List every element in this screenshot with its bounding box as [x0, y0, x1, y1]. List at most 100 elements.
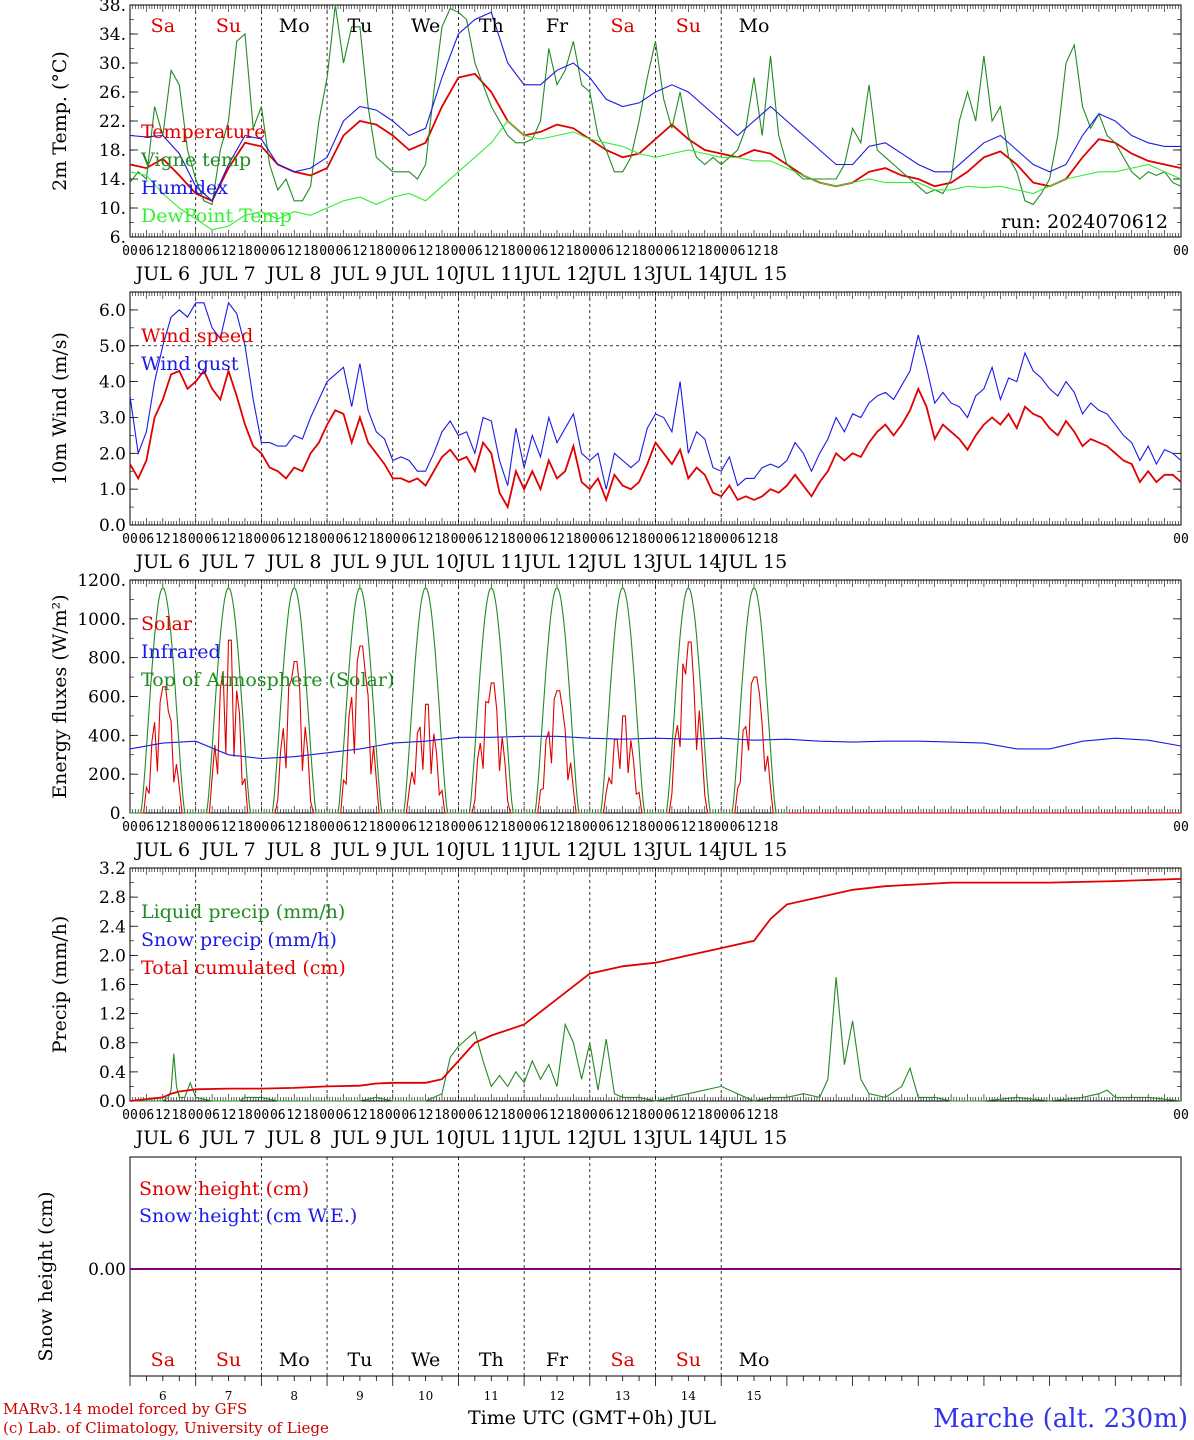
date-label: JUL 9: [331, 263, 387, 285]
hour-tick-label: 06: [664, 532, 680, 547]
hour-tick-label: 12: [418, 820, 434, 835]
y-tick-label: 2.0: [99, 444, 126, 464]
hour-tick-label: 18: [697, 1108, 713, 1123]
hour-tick-label: 00: [713, 820, 729, 835]
hour-tick-label: 12: [352, 1108, 368, 1123]
date-label: JUL 12: [522, 839, 590, 861]
y-tick-label: 0.8: [99, 1034, 126, 1054]
legend-entry: Liquid precip (mm/h): [141, 901, 345, 923]
hour-tick-label: 00: [451, 244, 467, 259]
panel-1: 6. 10. 14. 18. 22. 26. 30. 34. 38. 2m Temp. (°C) T…: [49, 0, 1189, 285]
weekday-label: Tu: [347, 15, 372, 37]
panel-3: 0. 200. 400. 600. 800. 1000. 1200. Energy fluxe…: [49, 571, 1189, 861]
hour-tick-label: 06: [401, 532, 417, 547]
series-line: [129, 367, 1182, 510]
y-tick-label: 2.0: [99, 946, 126, 966]
hour-tick-label: 12: [549, 1108, 565, 1123]
legend-entry: Temperature: [141, 121, 265, 143]
hour-tick-label: 00: [648, 1108, 664, 1123]
hour-tick-label: 00: [648, 532, 664, 547]
hour-tick-label: 18: [237, 532, 253, 547]
hour-tick-label: 06: [533, 244, 549, 259]
hour-tick-label: 06: [467, 532, 483, 547]
legend-entry: Top of Atmosphere (Solar): [141, 669, 394, 691]
hour-tick-label: 06: [598, 1108, 614, 1123]
legend-entry: DewPoint Temp: [141, 205, 292, 227]
hour-tick-label: 06: [598, 244, 614, 259]
hour-tick-label: 00: [122, 532, 138, 547]
weekday-label: Sa: [610, 15, 634, 37]
hour-tick-label: 06: [730, 244, 746, 259]
date-label: JUL 13: [587, 263, 655, 285]
hour-tick-label: 00: [713, 532, 729, 547]
hour-tick-label: 00: [385, 244, 401, 259]
date-label: JUL 10: [390, 1127, 458, 1149]
date-label: JUL 8: [265, 1127, 321, 1149]
y-axis-title: 2m Temp. (°C): [49, 51, 71, 191]
hour-tick-label: 18: [171, 820, 187, 835]
day-number-label: 9: [356, 1389, 364, 1403]
hour-tick-label: 18: [434, 820, 450, 835]
hour-tick-label: 12: [418, 532, 434, 547]
hour-tick-label: 18: [631, 244, 647, 259]
y-tick-label: 800.: [88, 649, 126, 669]
run-annotation: run: 2024070612: [1001, 211, 1168, 233]
legend-entry: Solar: [141, 613, 193, 635]
hour-tick-label: 18: [631, 820, 647, 835]
hour-tick-label: 18: [303, 532, 319, 547]
day-number-label: 11: [484, 1389, 499, 1403]
date-label: JUL 8: [265, 263, 321, 285]
hour-tick-label: 00: [319, 532, 335, 547]
hour-tick-label: 00: [254, 1108, 270, 1123]
weekday-label: Mo: [739, 1349, 770, 1371]
hour-tick-label: 18: [500, 1108, 516, 1123]
y-tick-label: 10.: [99, 199, 126, 219]
hour-tick-label: 12: [746, 820, 762, 835]
hour-tick-label: 00: [385, 820, 401, 835]
day-number-label: 15: [746, 1389, 761, 1403]
panel-2: 0.0 1.0 2.0 3.0 4.0 5.0 6.0 10m Wind (m/s) Wind …: [49, 291, 1189, 573]
hour-tick-label: 18: [763, 244, 779, 259]
hour-tick-label: 00: [516, 532, 532, 547]
date-label: JUL 6: [134, 551, 190, 573]
date-label: JUL 15: [719, 839, 787, 861]
legend-entry: Wind gust: [141, 353, 239, 375]
hour-tick-label: 12: [549, 244, 565, 259]
hour-tick-label: 12: [681, 820, 697, 835]
hour-tick-label: 12: [615, 820, 631, 835]
hour-tick-label: 00: [254, 532, 270, 547]
y-tick-label: 3.2: [99, 859, 126, 879]
legend-entry: Snow precip (mm/h): [141, 929, 337, 951]
hour-tick-label: 12: [221, 820, 237, 835]
hour-tick-label: 18: [369, 244, 385, 259]
hour-tick-label: 18: [500, 532, 516, 547]
hour-tick-label: 18: [237, 244, 253, 259]
hour-tick-label: 12: [286, 244, 302, 259]
hour-tick-label: 18: [171, 1108, 187, 1123]
series-line: [129, 72, 1182, 202]
day-number-label: 12: [549, 1389, 564, 1403]
hour-tick-label: 00: [451, 820, 467, 835]
hour-tick-label: 06: [467, 1108, 483, 1123]
hour-tick-label: 12: [483, 1108, 499, 1123]
hour-tick-label: 00: [122, 244, 138, 259]
date-label: JUL 8: [265, 839, 321, 861]
y-tick-label: 0.0: [99, 1092, 126, 1112]
series-line: [129, 301, 1182, 490]
hour-tick-label: 12: [418, 244, 434, 259]
date-label: JUL 8: [265, 551, 321, 573]
hour-tick-label: 12: [286, 532, 302, 547]
hour-tick-label: 00: [451, 532, 467, 547]
weekday-label: Th: [479, 1349, 504, 1371]
hour-tick-label: 06: [139, 532, 155, 547]
hour-tick-label: 00: [582, 820, 598, 835]
date-label: JUL 7: [199, 839, 255, 861]
hour-tick-label: 12: [483, 244, 499, 259]
hour-tick-label: 18: [566, 820, 582, 835]
hour-tick-label: 12: [681, 244, 697, 259]
y-tick-label: 3.0: [99, 408, 126, 428]
weekday-label: Th: [479, 15, 504, 37]
hour-tick-label: 18: [171, 244, 187, 259]
hour-tick-label: 06: [139, 1108, 155, 1123]
hour-tick-label: 18: [369, 1108, 385, 1123]
